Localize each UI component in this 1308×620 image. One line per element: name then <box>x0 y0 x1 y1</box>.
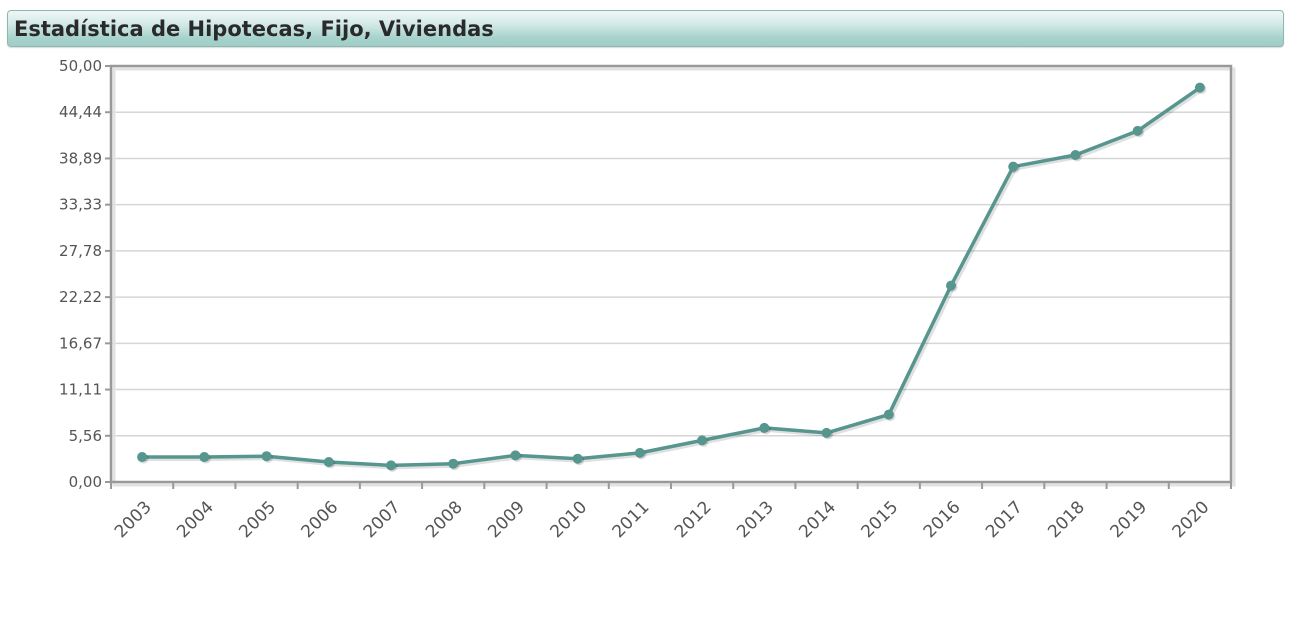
chart-title-bar: Estadística de Hipotecas, Fijo, Vivienda… <box>7 10 1284 47</box>
x-tick-label: 2008 <box>422 497 467 542</box>
y-tick-label: 33,33 <box>59 196 102 214</box>
data-point[interactable] <box>883 409 894 420</box>
x-tick-label: 2003 <box>111 497 156 542</box>
x-tick-label: 2016 <box>920 497 965 542</box>
data-point[interactable] <box>137 452 148 463</box>
x-tick-label: 2011 <box>609 497 654 542</box>
y-tick-label: 0,00 <box>69 473 102 491</box>
x-tick-label: 2005 <box>235 497 280 542</box>
y-axis-ticks: 0,00 5,56 11,11 16,67 22,22 27,78 33,33 38,89 44… <box>59 57 111 491</box>
data-point[interactable] <box>634 447 645 458</box>
y-tick-label: 27,78 <box>59 242 102 260</box>
data-point[interactable] <box>199 452 210 463</box>
x-tick-label: 2020 <box>1169 497 1214 542</box>
data-point[interactable] <box>1194 82 1205 93</box>
y-tick-label: 5,56 <box>69 427 102 445</box>
data-point[interactable] <box>821 427 832 438</box>
data-point[interactable] <box>1070 150 1081 161</box>
data-point[interactable] <box>1008 161 1019 172</box>
plot-frame-shadow <box>112 67 1236 487</box>
data-point[interactable] <box>946 280 956 291</box>
data-point[interactable] <box>261 451 272 462</box>
x-tick-label: 2018 <box>1044 497 1089 542</box>
x-axis-ticks: 2003 2004 2005 2006 2007 2008 2009 2010 2011 2012… <box>110 482 1232 542</box>
data-point[interactable] <box>759 422 770 433</box>
y-tick-label: 11,11 <box>59 381 102 399</box>
y-tick-label: 50,00 <box>59 57 102 75</box>
data-point[interactable] <box>510 450 521 461</box>
x-tick-label: 2017 <box>982 497 1027 542</box>
series-line <box>142 86 1201 468</box>
x-tick-label: 2013 <box>733 497 778 542</box>
plot-frame <box>109 64 1236 487</box>
x-tick-label: 2010 <box>546 497 591 542</box>
x-tick-label: 2015 <box>858 497 903 542</box>
x-tick-label: 2009 <box>484 497 529 542</box>
data-point[interactable] <box>697 435 708 446</box>
x-tick-label: 2004 <box>173 497 218 542</box>
x-tick-label: 2007 <box>360 497 405 542</box>
y-tick-label: 22,22 <box>59 288 102 306</box>
series-layer <box>137 82 1207 472</box>
y-tick-label: 16,67 <box>59 334 102 352</box>
data-point[interactable] <box>1132 125 1143 136</box>
chart-title: Estadística de Hipotecas, Fijo, Vivienda… <box>14 17 494 41</box>
x-tick-label: 2014 <box>795 497 840 542</box>
grid-lines <box>111 111 1231 437</box>
data-point[interactable] <box>448 458 459 469</box>
x-tick-label: 2006 <box>298 497 343 542</box>
series-line-shadow <box>144 87 1204 470</box>
data-point[interactable] <box>323 457 334 468</box>
plot-frame-border <box>109 64 1233 484</box>
data-point[interactable] <box>386 460 396 471</box>
y-tick-label: 44,44 <box>59 103 102 121</box>
y-tick-label: 38,89 <box>59 149 102 167</box>
x-tick-label: 2012 <box>671 497 716 542</box>
x-tick-label: 2019 <box>1106 497 1151 542</box>
data-point[interactable] <box>572 453 583 464</box>
